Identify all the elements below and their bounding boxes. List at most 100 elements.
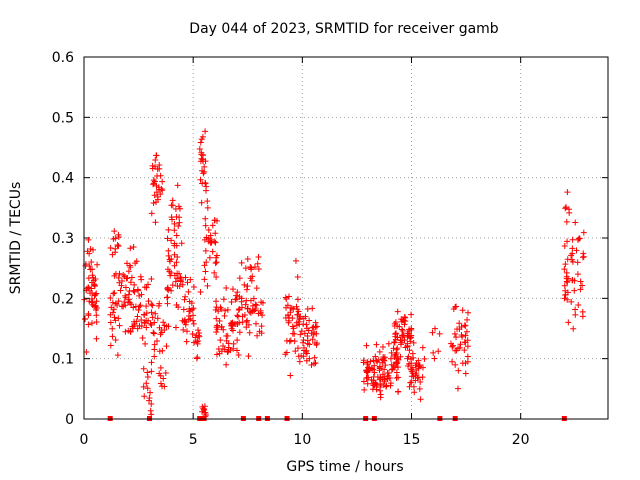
data-point <box>134 286 141 293</box>
data-point <box>130 304 137 311</box>
data-point <box>297 313 304 320</box>
data-point <box>230 340 237 347</box>
data-point <box>205 238 212 245</box>
data-point <box>296 358 303 365</box>
data-point <box>135 307 142 314</box>
data-point <box>89 266 96 273</box>
data-point <box>172 206 179 213</box>
data-point <box>85 310 92 317</box>
data-point <box>94 261 101 268</box>
data-point <box>128 274 135 281</box>
data-point <box>180 306 187 313</box>
data-point <box>216 318 223 325</box>
data-point <box>167 272 174 279</box>
y-tick-label: 0 <box>65 412 74 428</box>
data-point <box>417 396 424 403</box>
data-point <box>457 341 464 348</box>
data-point <box>234 337 241 344</box>
data-point <box>579 282 586 289</box>
data-point <box>465 309 472 316</box>
data-point <box>217 337 224 344</box>
data-point <box>393 374 400 381</box>
data-point <box>562 205 569 212</box>
data-point <box>223 361 230 368</box>
data-point <box>89 272 96 279</box>
data-point <box>159 383 166 390</box>
y-tick-label: 0.6 <box>52 50 74 66</box>
data-point <box>190 284 197 291</box>
x-tick-label: 0 <box>80 432 89 448</box>
data-point <box>294 274 301 281</box>
data-point <box>130 244 137 251</box>
data-point <box>572 311 579 318</box>
data-point <box>111 289 118 296</box>
data-point <box>407 338 414 345</box>
data-point <box>109 333 116 340</box>
data-point <box>462 332 469 339</box>
data-point <box>563 278 570 285</box>
data-point <box>382 362 389 369</box>
data-point <box>568 252 575 259</box>
data-point <box>284 302 291 309</box>
data-point <box>454 385 461 392</box>
plot-frame <box>83 56 609 420</box>
data-point <box>253 285 260 292</box>
data-point <box>254 260 261 267</box>
data-point <box>458 323 465 330</box>
data-point <box>300 339 307 346</box>
data-point <box>182 274 189 281</box>
data-point <box>283 337 290 344</box>
data-point <box>312 319 319 326</box>
data-point <box>157 364 164 371</box>
data-point <box>571 287 578 294</box>
data-point <box>300 321 307 328</box>
data-point <box>162 369 169 376</box>
data-point <box>370 366 377 373</box>
data-point <box>176 214 183 221</box>
data-point <box>126 262 133 269</box>
data-point <box>185 288 192 295</box>
data-point <box>367 358 374 365</box>
y-tick-label: 0.2 <box>52 291 74 307</box>
data-point <box>561 295 568 302</box>
data-point <box>288 305 295 312</box>
data-point <box>239 304 246 311</box>
data-point <box>196 333 203 340</box>
data-point <box>112 317 119 324</box>
data-point <box>452 303 459 310</box>
data-point <box>408 311 415 318</box>
data-point <box>455 367 462 374</box>
data-point <box>580 250 587 257</box>
data-point <box>258 323 265 330</box>
data-point <box>86 298 93 305</box>
data-point <box>171 262 178 269</box>
data-point <box>387 355 394 362</box>
data-point <box>377 380 384 387</box>
data-point <box>147 407 154 414</box>
data-point <box>195 327 202 334</box>
data-point <box>199 403 206 410</box>
data-point <box>164 235 171 242</box>
data-point <box>238 259 245 266</box>
data-point <box>137 302 144 309</box>
data-point <box>377 387 384 394</box>
data-point <box>421 355 428 362</box>
data-point <box>198 151 205 158</box>
data-point <box>464 353 471 360</box>
data-point <box>184 279 191 286</box>
data-point <box>464 337 471 344</box>
data-point <box>178 275 185 282</box>
x-axis-label: GPS time / hours <box>286 459 403 475</box>
data-point <box>244 256 251 263</box>
data-point <box>184 328 191 335</box>
y-tick-label: 0.1 <box>52 352 74 368</box>
y-tick-label: 0.3 <box>52 231 74 247</box>
data-point <box>564 256 571 263</box>
data-point <box>419 344 426 351</box>
data-point <box>125 327 132 334</box>
data-point <box>112 337 119 344</box>
data-point <box>145 281 152 288</box>
data-point <box>161 326 168 333</box>
data-point <box>233 292 240 299</box>
data-point <box>415 363 422 370</box>
